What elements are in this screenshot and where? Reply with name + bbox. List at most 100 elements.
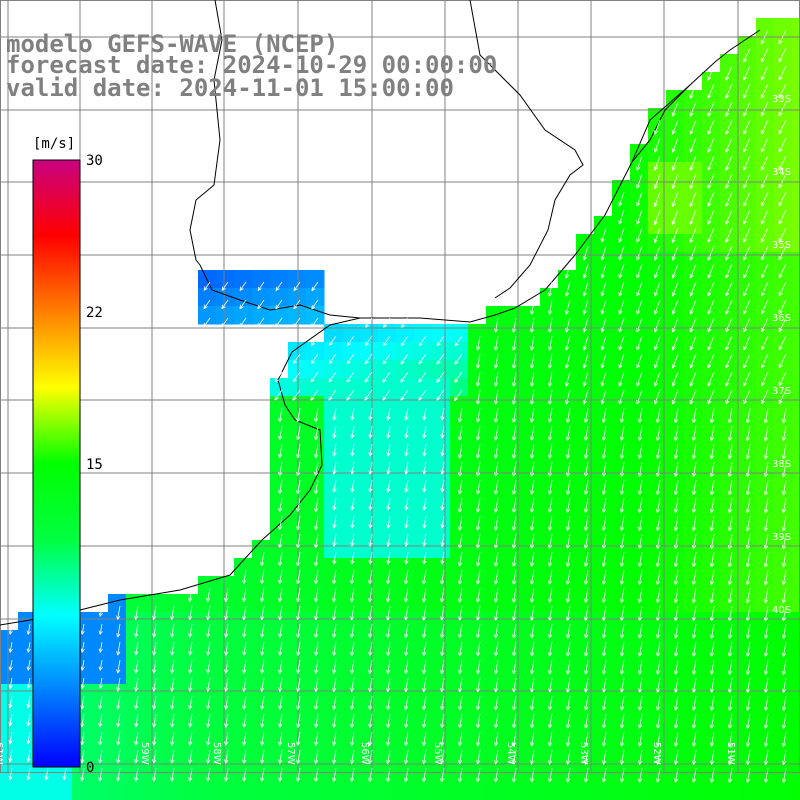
wind-arrow — [689, 317, 697, 333]
wind-speed-cell — [450, 324, 469, 343]
latitude-label: 35S — [772, 240, 791, 251]
wind-arrow — [709, 407, 715, 424]
wind-speed-cell — [558, 324, 577, 343]
wind-speed-cell — [594, 594, 613, 613]
wind-speed-cell — [756, 792, 775, 800]
wind-arrow — [458, 641, 463, 657]
wind-arrow — [224, 605, 229, 620]
wind-arrow — [332, 605, 337, 621]
wind-arrow — [529, 389, 535, 405]
wind-arrow — [600, 227, 607, 243]
wind-arrow — [619, 515, 625, 531]
wind-arrow — [493, 533, 499, 549]
wind-arrow — [743, 263, 751, 279]
wind-arrow — [116, 677, 121, 692]
coastline-path — [0, 29, 761, 626]
wind-speed-cell — [486, 756, 505, 775]
wind-arrow — [476, 623, 481, 639]
wind-arrow — [511, 605, 517, 621]
wind-arrow — [781, 587, 787, 604]
wind-arrow — [188, 731, 193, 746]
wind-speed-cell — [144, 738, 163, 757]
wind-speed-cell — [252, 594, 271, 613]
wind-arrow — [170, 749, 175, 764]
wind-arrow — [619, 605, 625, 621]
wind-arrow — [512, 749, 517, 765]
wind-arrow — [618, 281, 625, 297]
wind-arrow — [134, 677, 139, 692]
wind-speed-cell — [792, 486, 800, 505]
wind-arrow — [745, 479, 751, 496]
wind-speed-cell — [774, 162, 793, 181]
wind-speed-cell — [540, 756, 559, 775]
wind-speed-cell — [450, 378, 469, 397]
wind-speed-cell — [306, 360, 325, 379]
wind-arrow — [602, 731, 607, 747]
wind-speed-cell — [180, 774, 199, 793]
wind-arrow — [655, 713, 661, 729]
wind-arrow — [418, 335, 427, 347]
wind-speed-cell — [486, 378, 505, 397]
wind-arrow — [619, 623, 625, 639]
wind-speed-cell — [216, 684, 235, 703]
wind-speed-cell — [288, 288, 307, 307]
wind-arrow — [602, 641, 607, 657]
wind-arrow — [707, 299, 715, 315]
wind-speed-cell — [18, 612, 37, 631]
latitude-label: 38S — [772, 459, 791, 470]
wind-arrow — [637, 605, 643, 622]
wind-arrow — [278, 587, 283, 603]
wind-arrow — [493, 605, 499, 621]
wind-arrow — [760, 227, 769, 243]
wind-arrow — [440, 407, 445, 421]
wind-arrow — [727, 659, 733, 675]
wind-speed-cell — [324, 486, 343, 505]
wind-speed-cell — [198, 792, 217, 800]
wind-speed-cell — [774, 738, 793, 757]
wind-speed-cell — [756, 414, 775, 433]
wind-speed-cell — [432, 702, 451, 721]
wind-arrow — [314, 731, 319, 746]
wind-speed-cell — [558, 396, 577, 415]
wind-speed-cell — [450, 468, 469, 487]
wind-speed-cell — [306, 288, 325, 307]
wind-arrow — [565, 425, 571, 441]
wind-arrow — [761, 281, 769, 297]
wind-speed-cell — [702, 450, 721, 469]
wind-speed-cell — [540, 504, 559, 523]
wind-arrow — [292, 389, 301, 401]
wind-arrow — [707, 263, 715, 279]
wind-arrow — [584, 641, 589, 657]
wind-speed-cell — [324, 540, 343, 559]
wind-arrow — [529, 335, 535, 351]
wind-speed-cell — [612, 486, 631, 505]
wind-speed-cell — [432, 612, 451, 631]
wind-arrow — [673, 605, 679, 622]
wind-speed-cell — [792, 756, 800, 775]
wind-arrow — [400, 317, 409, 328]
wind-arrow — [440, 731, 445, 747]
wind-arrow — [332, 407, 337, 421]
wind-speed-cell — [252, 648, 271, 667]
wind-speed-cell — [684, 738, 703, 757]
wind-arrow — [637, 497, 643, 514]
wind-speed-cell — [270, 720, 289, 739]
wind-arrow — [727, 767, 733, 783]
wind-arrow — [170, 641, 175, 656]
wind-speed-cell — [324, 522, 343, 541]
wind-speed-cell — [756, 540, 775, 559]
wind-speed-cell — [522, 450, 541, 469]
wind-arrow — [566, 695, 571, 711]
wind-speed-cell — [720, 360, 739, 379]
wind-speed-cell — [666, 792, 685, 800]
wind-arrow — [745, 533, 751, 550]
wind-speed-cell — [756, 648, 775, 667]
wind-speed-cell — [594, 648, 613, 667]
wind-speed-cell — [486, 414, 505, 433]
wind-speed-cell — [612, 252, 631, 271]
wind-arrow — [760, 209, 769, 225]
wind-speed-cell — [774, 36, 793, 55]
wind-speed-cell — [90, 666, 109, 685]
wind-speed-cell — [648, 270, 667, 289]
